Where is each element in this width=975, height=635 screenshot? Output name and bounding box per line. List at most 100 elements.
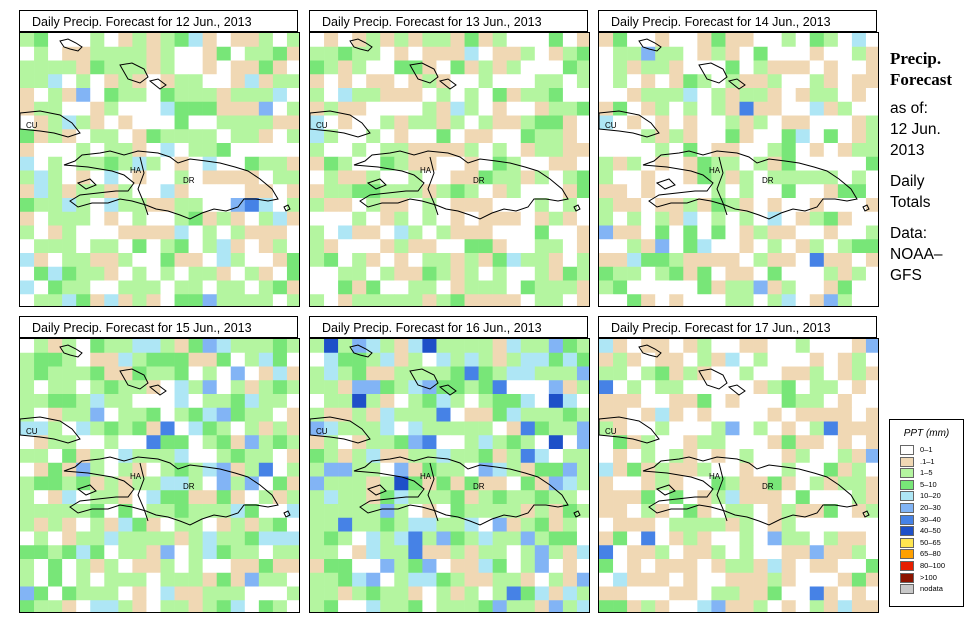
precip-cell [352, 531, 367, 546]
precip-cell [450, 115, 465, 130]
precip-cell [492, 559, 507, 574]
precip-cell [352, 253, 367, 268]
precip-cell [286, 462, 299, 477]
precip-cell [655, 476, 670, 491]
precip-cell [366, 46, 381, 61]
precip-cell [823, 476, 839, 491]
precip-cell [823, 435, 839, 450]
precip-cell [258, 380, 274, 395]
precip-cell [809, 600, 825, 612]
precip-cell [613, 462, 628, 477]
precip-cell [394, 517, 409, 532]
precip-cell [436, 184, 451, 199]
precip-cell [286, 74, 299, 89]
precip-cell [408, 156, 423, 171]
precip-cell [160, 198, 175, 213]
precip-cell [492, 462, 507, 477]
precip-cell [711, 559, 726, 574]
precip-map[interactable]: CU HA DR [598, 338, 879, 613]
precip-cell [767, 280, 782, 295]
precip-cell [422, 156, 437, 171]
precip-cell [837, 435, 853, 450]
precip-cell [683, 394, 698, 409]
precip-cell [739, 600, 754, 612]
bahamas-outline [349, 344, 373, 358]
precip-cell [450, 198, 465, 213]
precip-cell [394, 476, 409, 491]
precip-cell [160, 394, 175, 409]
precip-cell [753, 407, 768, 422]
precip-cell [62, 239, 77, 254]
precip-cell [272, 115, 288, 130]
precip-cell [380, 366, 395, 381]
precip-cell [627, 559, 642, 574]
precip-cell [795, 266, 811, 281]
precip-cell [380, 559, 395, 574]
legend-item: 30–40 [890, 514, 963, 526]
precip-cell [683, 143, 698, 158]
precip-cell [697, 294, 712, 306]
precip-cell [711, 74, 726, 89]
precip-cell [865, 239, 878, 254]
precip-cell [627, 435, 642, 450]
precip-cell [599, 421, 614, 436]
precip-map[interactable]: CU HA DR [19, 338, 300, 613]
precip-cell [795, 239, 811, 254]
precip-cell [34, 435, 49, 450]
precip-cell [627, 143, 642, 158]
precip-map[interactable]: CU HA DR [598, 32, 879, 307]
precip-cell [188, 339, 203, 354]
precip-cell [450, 572, 465, 587]
precip-cell [146, 586, 161, 601]
precip-cell [599, 559, 614, 574]
precip-cell [90, 421, 105, 436]
precip-map[interactable]: CU HA DR [19, 32, 300, 307]
precip-cell [725, 294, 740, 306]
precip-cell [146, 88, 161, 103]
precip-cell [823, 380, 839, 395]
precip-cell [244, 33, 260, 48]
precip-cell [851, 366, 867, 381]
precip-cell [520, 339, 536, 354]
bahamas-outline [119, 62, 149, 84]
precip-cell [851, 545, 867, 560]
precip-cell [76, 33, 91, 48]
precip-cell [753, 462, 768, 477]
precip-cell [48, 33, 63, 48]
as-of-date: 12 Jun. [890, 121, 941, 138]
precip-cell [324, 366, 339, 381]
precip-cell [76, 380, 91, 395]
precip-cell [202, 394, 217, 409]
precip-cell [118, 46, 133, 61]
precip-cell [641, 545, 656, 560]
precip-cell [753, 253, 768, 268]
precip-cell [132, 531, 147, 546]
precip-cell [534, 476, 550, 491]
precip-cell [725, 74, 740, 89]
precip-cell [697, 339, 712, 354]
precip-cell [464, 435, 479, 450]
precip-cell [837, 74, 853, 89]
precip-cell [599, 339, 614, 354]
precip-cell [202, 559, 217, 574]
precip-cell [90, 462, 105, 477]
precip-cell [753, 170, 768, 185]
precip-cell [809, 421, 825, 436]
precip-cell [506, 435, 522, 450]
precip-cell [599, 490, 614, 505]
precip-cell [669, 407, 684, 422]
precip-cell [422, 339, 437, 354]
precip-cell [394, 449, 409, 464]
precip-cell [809, 339, 825, 354]
precip-map[interactable]: CU HA DR [309, 32, 590, 307]
precip-map[interactable]: CU HA DR [309, 338, 590, 613]
precip-cell [534, 517, 550, 532]
precip-cell [286, 545, 299, 560]
precip-cell [132, 46, 147, 61]
precip-cell [753, 504, 768, 519]
precip-cell [62, 156, 77, 171]
precip-cell [90, 280, 105, 295]
precip-cell [576, 184, 589, 199]
precip-cell [380, 46, 395, 61]
precip-cell [48, 225, 63, 240]
